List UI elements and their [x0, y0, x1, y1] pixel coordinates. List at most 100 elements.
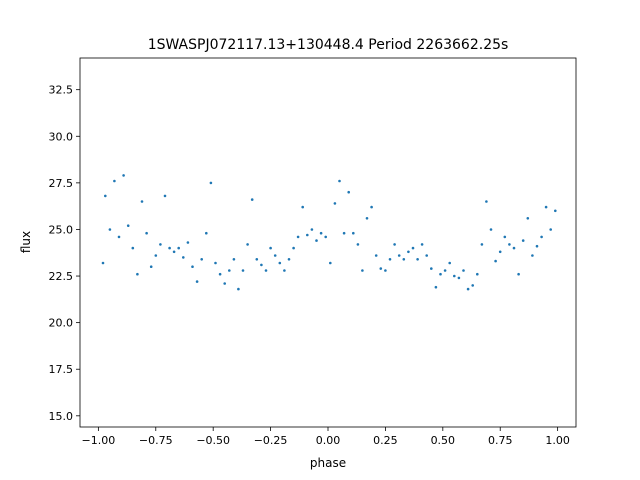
data-point: [209, 181, 213, 185]
data-point: [154, 254, 158, 257]
data-point: [439, 272, 442, 276]
data-point: [159, 243, 162, 246]
data-point: [407, 250, 410, 254]
data-point: [191, 265, 194, 269]
data-point: [273, 254, 277, 257]
data-point: [471, 284, 475, 287]
data-point: [457, 276, 461, 280]
x-tick-label: 0.50: [431, 434, 456, 447]
data-point: [531, 254, 534, 257]
y-axis-label: flux: [19, 231, 33, 253]
data-point: [393, 243, 396, 246]
data-point: [365, 217, 369, 220]
data-point: [301, 205, 305, 209]
data-point: [108, 228, 112, 231]
data-point: [402, 258, 406, 261]
data-point: [228, 269, 231, 272]
data-point: [136, 272, 139, 276]
data-point: [370, 205, 373, 209]
data-point: [182, 256, 185, 259]
data-point: [260, 263, 263, 267]
data-point: [526, 217, 530, 220]
data-points: [101, 174, 557, 291]
data-point: [177, 246, 180, 250]
data-point: [374, 254, 378, 257]
data-point: [554, 209, 557, 213]
data-point: [269, 246, 272, 250]
data-point: [283, 269, 286, 272]
data-point: [476, 272, 479, 276]
data-point: [101, 261, 105, 265]
data-point: [324, 235, 328, 239]
data-point: [420, 243, 424, 246]
y-tick-label: 20.0: [49, 317, 74, 330]
data-point: [549, 228, 552, 231]
data-point: [241, 269, 245, 272]
data-point: [292, 246, 295, 250]
data-point: [287, 258, 291, 261]
data-point: [126, 224, 130, 227]
data-point: [466, 287, 470, 291]
data-point: [517, 272, 520, 276]
data-point: [512, 246, 516, 250]
data-point: [540, 235, 543, 239]
y-tick-label: 30.0: [49, 130, 74, 143]
data-point: [186, 241, 190, 244]
x-tick-label: 0.25: [373, 434, 398, 447]
data-point: [462, 269, 465, 272]
x-tick-label: −1.00: [82, 434, 116, 447]
x-axis: −1.00 −0.75 −0.50 −0.25 0.00 0.25 0.50 0.75 1.00: [82, 427, 570, 447]
data-point: [338, 179, 341, 183]
data-point: [306, 233, 309, 237]
x-axis-label: phase: [310, 456, 346, 470]
x-tick-label: 0.00: [316, 434, 341, 447]
data-point: [503, 235, 507, 239]
data-point: [218, 272, 222, 276]
data-point: [195, 280, 199, 283]
x-tick-label: 1.00: [545, 434, 570, 447]
data-point: [384, 269, 387, 272]
data-point: [223, 282, 226, 285]
data-point: [149, 265, 153, 269]
data-point: [163, 194, 167, 198]
data-point: [333, 202, 337, 205]
data-point: [329, 261, 332, 265]
data-point: [319, 231, 323, 235]
data-point: [535, 244, 539, 248]
data-point: [250, 198, 254, 201]
data-point: [494, 259, 497, 263]
data-point: [296, 235, 300, 239]
data-point: [347, 190, 351, 194]
y-tick-label: 17.5: [49, 363, 74, 376]
data-point: [352, 231, 355, 235]
data-point: [489, 228, 493, 231]
data-point: [237, 287, 240, 291]
data-point: [416, 258, 419, 261]
x-tick-label: −0.25: [254, 434, 288, 447]
data-point: [140, 200, 144, 203]
data-point: [232, 258, 236, 261]
data-point: [521, 239, 525, 242]
data-point: [168, 246, 171, 250]
x-tick-label: 0.75: [488, 434, 513, 447]
data-point: [172, 250, 176, 254]
data-point: [342, 231, 346, 235]
data-point: [361, 269, 364, 272]
data-point: [544, 205, 548, 209]
x-tick-label: −0.75: [139, 434, 173, 447]
data-point: [480, 243, 484, 246]
data-point: [448, 261, 452, 265]
y-tick-label: 32.5: [49, 84, 74, 97]
data-point: [388, 258, 392, 261]
data-point: [425, 254, 429, 257]
data-point: [214, 261, 217, 265]
data-point: [508, 243, 511, 246]
data-point: [315, 239, 318, 242]
data-point: [255, 258, 259, 261]
data-point: [122, 174, 125, 177]
chart-title: 1SWASPJ072117.13+130448.4 Period 2263662…: [148, 37, 509, 53]
data-point: [131, 246, 135, 250]
data-point: [411, 246, 415, 250]
